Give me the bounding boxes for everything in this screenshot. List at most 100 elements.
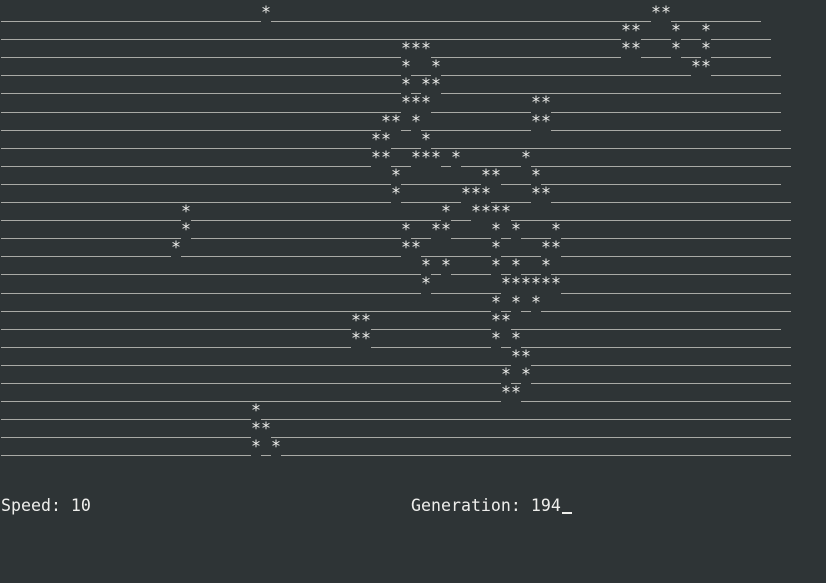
dead-cell — [291, 420, 301, 439]
dead-cell — [561, 239, 571, 258]
dead-cell — [451, 58, 461, 77]
grid-row: * * — [1, 384, 791, 403]
dead-cell — [431, 438, 441, 457]
dead-cell — [191, 239, 201, 258]
dead-cell — [741, 203, 751, 222]
dead-cell — [411, 58, 421, 77]
dead-cell — [431, 22, 441, 41]
dead-cell — [81, 221, 91, 240]
dead-cell — [541, 203, 551, 222]
dead-cell — [711, 131, 721, 149]
dead-cell — [231, 239, 241, 258]
dead-cell — [191, 113, 201, 131]
dead-cell — [311, 167, 321, 185]
dead-cell — [621, 58, 631, 77]
dead-cell — [211, 294, 221, 312]
dead-cell — [471, 294, 481, 312]
dead-cell — [751, 312, 761, 330]
dead-cell — [201, 185, 211, 204]
live-cell: * — [421, 257, 431, 276]
dead-cell — [291, 76, 301, 95]
dead-cell — [301, 76, 311, 95]
live-cell: * — [441, 203, 451, 222]
dead-cell — [491, 348, 501, 366]
dead-cell — [201, 402, 211, 421]
dead-cell — [721, 438, 731, 457]
dead-cell — [371, 94, 381, 113]
dead-cell — [461, 221, 471, 240]
live-cell: * — [421, 275, 431, 294]
terminal-window[interactable]: * * * * * * * * * * * * * * — [0, 0, 826, 540]
dead-cell — [741, 275, 751, 294]
dead-cell — [641, 40, 651, 59]
dead-cell — [391, 22, 401, 41]
dead-cell — [541, 4, 551, 23]
live-cell: * — [551, 239, 561, 258]
dead-cell — [441, 185, 451, 204]
dead-cell — [231, 348, 241, 366]
dead-cell — [471, 94, 481, 113]
dead-cell — [221, 76, 231, 95]
dead-cell — [611, 40, 621, 59]
dead-cell — [181, 312, 191, 330]
dead-cell — [331, 203, 341, 222]
dead-cell — [441, 76, 451, 95]
dead-cell — [771, 239, 781, 258]
live-cell: * — [381, 112, 391, 131]
dead-cell — [481, 402, 491, 421]
dead-cell — [761, 239, 771, 258]
dead-cell — [411, 221, 421, 240]
dead-cell — [111, 58, 121, 77]
dead-cell — [141, 94, 151, 113]
dead-cell — [611, 113, 621, 131]
dead-cell — [701, 113, 711, 131]
dead-cell — [521, 131, 531, 149]
dead-cell — [111, 113, 121, 131]
dead-cell — [591, 312, 601, 330]
dead-cell — [601, 366, 611, 384]
dead-cell — [241, 348, 251, 366]
dead-cell — [731, 275, 741, 294]
dead-cell — [151, 275, 161, 294]
dead-cell — [361, 221, 371, 240]
dead-cell — [501, 420, 511, 439]
dead-cell — [621, 257, 631, 276]
dead-cell — [751, 185, 761, 204]
dead-cell — [571, 402, 581, 421]
dead-cell — [321, 348, 331, 366]
dead-cell — [661, 312, 671, 330]
dead-cell — [121, 275, 131, 294]
live-cell: * — [521, 365, 531, 384]
dead-cell — [81, 40, 91, 59]
dead-cell — [321, 185, 331, 204]
dead-cell — [671, 384, 681, 403]
dead-cell — [221, 366, 231, 384]
dead-cell — [711, 275, 721, 294]
dead-cell — [381, 330, 391, 348]
dead-cell — [31, 203, 41, 222]
dead-cell — [381, 402, 391, 421]
dead-cell — [721, 40, 731, 59]
dead-cell — [241, 257, 251, 276]
dead-cell — [61, 330, 71, 348]
dead-cell — [611, 22, 621, 41]
dead-cell — [151, 221, 161, 240]
grid-row: * * * * * — [1, 113, 791, 131]
live-cell: * — [261, 4, 271, 22]
dead-cell — [151, 149, 161, 167]
dead-cell — [401, 438, 411, 457]
dead-cell — [541, 58, 551, 77]
dead-cell — [101, 221, 111, 240]
dead-cell — [481, 76, 491, 95]
dead-cell — [591, 420, 601, 439]
dead-cell — [131, 40, 141, 59]
dead-cell — [741, 312, 751, 330]
live-cell: * — [541, 257, 551, 276]
dead-cell — [531, 4, 541, 23]
dead-cell — [71, 330, 81, 348]
dead-cell — [501, 22, 511, 41]
dead-cell — [291, 438, 301, 457]
dead-cell — [391, 294, 401, 312]
dead-cell — [611, 221, 621, 240]
dead-cell — [251, 58, 261, 77]
